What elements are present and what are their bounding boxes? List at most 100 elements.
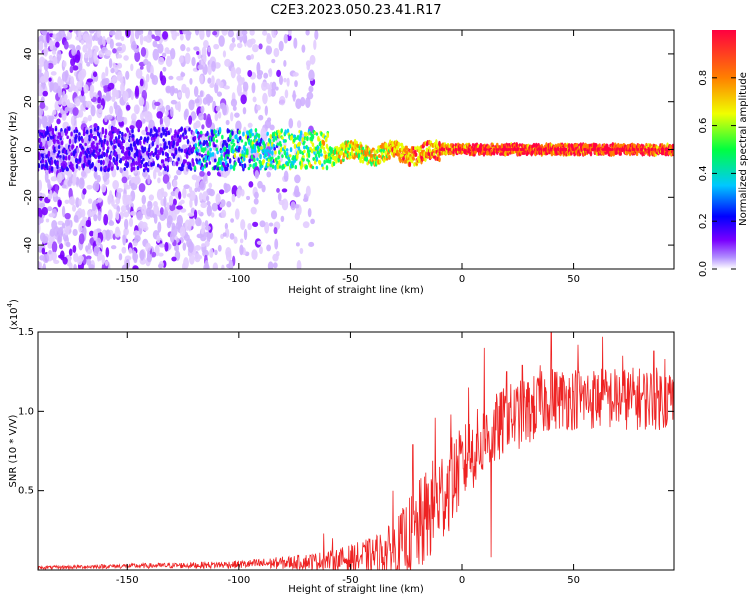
- heatmap-cell: [416, 145, 419, 150]
- heatmap-cell: [70, 115, 75, 126]
- heatmap-cell: [163, 196, 167, 208]
- x-tick-label: -100: [227, 575, 250, 586]
- heatmap-cell: [184, 129, 187, 135]
- heatmap-cell: [57, 199, 62, 208]
- heatmap-cell: [233, 236, 238, 244]
- heatmap-cell: [121, 43, 126, 53]
- heatmap-cell: [39, 102, 46, 110]
- heatmap-cell: [231, 149, 235, 154]
- colorbar-label: Normalized spectral amplitude: [738, 72, 749, 226]
- heatmap-cell: [89, 153, 92, 158]
- heatmap-cell: [165, 104, 171, 111]
- heatmap-cell: [192, 161, 195, 167]
- heatmap-cell: [276, 163, 280, 170]
- heatmap-cell: [231, 193, 236, 203]
- heatmap-cell: [217, 111, 222, 119]
- heatmap-cell: [159, 116, 163, 127]
- heatmap-cell: [82, 188, 87, 195]
- heatmap-cell: [297, 146, 301, 151]
- heatmap-cell: [99, 166, 103, 172]
- heatmap-cell: [131, 137, 135, 142]
- heatmap-cell: [189, 77, 193, 85]
- heatmap-cell: [204, 220, 209, 227]
- heatmap-cell: [97, 197, 102, 203]
- heatmap-cell: [87, 150, 91, 155]
- spectrogram-ticks: -150 -100 -50 0 50 -40 -20 0 20 40: [23, 30, 674, 285]
- heatmap-cell: [81, 138, 84, 144]
- snr-ticks: -150 -100 -50 0 50 0.5 1.0 1.5: [18, 327, 674, 586]
- heatmap-cell: [87, 114, 92, 122]
- heatmap-cell: [219, 102, 226, 110]
- heatmap-cell: [56, 172, 63, 184]
- heatmap-cell: [241, 153, 244, 158]
- heatmap-cell: [154, 101, 161, 107]
- heatmap-cell: [243, 163, 247, 169]
- heatmap-cell: [48, 115, 55, 121]
- heatmap-cell: [62, 256, 68, 265]
- heatmap-cell: [283, 145, 287, 150]
- heatmap-cell: [279, 95, 286, 106]
- heatmap-cell: [261, 81, 268, 92]
- heatmap-cell: [204, 154, 208, 161]
- heatmap-cell: [152, 169, 157, 180]
- heatmap-cell: [251, 249, 258, 260]
- heatmap-cell: [60, 140, 64, 146]
- heatmap-cell: [189, 162, 192, 169]
- heatmap-cell: [166, 202, 170, 212]
- heatmap-cell: [249, 30, 255, 36]
- heatmap-cell: [247, 166, 251, 171]
- heatmap-cell: [86, 258, 92, 266]
- heatmap-cell: [199, 130, 203, 135]
- heatmap-cell: [364, 151, 368, 157]
- heatmap-cell: [157, 127, 161, 131]
- heatmap-cell: [63, 164, 66, 169]
- spectrogram-frame: [37, 29, 675, 270]
- heatmap-cell: [277, 192, 282, 202]
- heatmap-cell: [94, 154, 98, 160]
- heatmap-cell: [51, 251, 57, 262]
- heatmap-cell: [48, 167, 52, 174]
- heatmap-cell: [128, 217, 134, 228]
- heatmap-cell: [121, 148, 125, 154]
- heatmap-cell: [157, 171, 163, 177]
- heatmap-cell: [295, 242, 300, 247]
- heatmap-cell: [201, 243, 206, 248]
- heatmap-cell: [115, 42, 123, 47]
- heatmap-cell: [146, 254, 152, 263]
- heatmap-cell: [159, 165, 162, 170]
- heatmap-cell: [207, 156, 211, 162]
- heatmap-cell: [83, 53, 89, 59]
- heatmap-cell: [293, 143, 297, 149]
- heatmap-cell: [305, 185, 311, 197]
- heatmap-cell: [166, 152, 169, 159]
- heatmap-cell: [326, 132, 330, 139]
- heatmap-cell: [85, 219, 92, 228]
- heatmap-cell: [168, 195, 174, 206]
- heatmap-cell: [42, 234, 47, 244]
- heatmap-cell: [322, 140, 326, 146]
- heatmap-cell: [242, 107, 247, 115]
- heatmap-cell: [302, 221, 310, 229]
- heatmap-cell: [125, 30, 131, 38]
- heatmap-cell: [292, 72, 299, 77]
- heatmap-cell: [88, 264, 95, 269]
- heatmap-cell: [54, 127, 58, 132]
- heatmap-cell: [93, 50, 98, 62]
- heatmap-cell: [132, 265, 139, 269]
- heatmap-cell: [87, 242, 91, 250]
- heatmap-cell: [82, 148, 85, 155]
- heatmap-cell: [140, 112, 144, 121]
- heatmap-cell: [182, 242, 187, 251]
- heatmap-cell: [235, 67, 242, 75]
- heatmap-cell: [174, 245, 178, 251]
- heatmap-cell: [87, 209, 92, 218]
- heatmap-cell: [174, 87, 179, 94]
- heatmap-cell: [222, 162, 226, 168]
- heatmap-cell: [78, 62, 83, 72]
- heatmap-cell: [309, 54, 316, 65]
- heatmap-cell: [270, 88, 276, 97]
- heatmap-cell: [107, 209, 113, 222]
- heatmap-cell: [313, 39, 317, 50]
- heatmap-cell: [247, 122, 253, 128]
- heatmap-cell: [145, 34, 153, 43]
